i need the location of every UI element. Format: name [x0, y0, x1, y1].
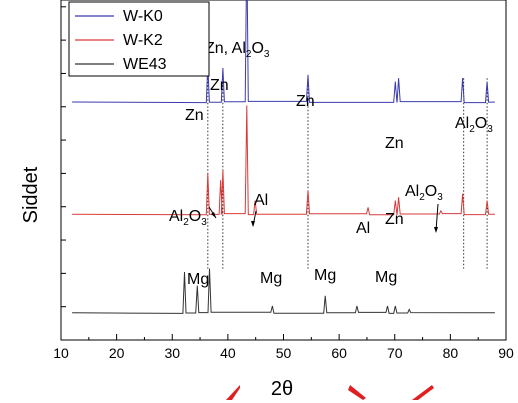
annotation-zn-1: Zn: [185, 107, 204, 124]
y-axis-title: Siddet: [20, 166, 42, 223]
arrow-al2o3-3-head: [434, 227, 438, 233]
x-axis-ticks: 10 20 30 40 50 60 70 80 90: [53, 334, 514, 361]
annotation-al2o3-1: Al2O3: [455, 115, 493, 135]
legend-label-w-k0: W-K0: [123, 8, 163, 25]
phase-annotations: Zn Zn Zn, Al2O3 Zn Zn Al2O3 Al2O3 Al Al …: [169, 40, 493, 288]
annotation-zn-al2o3: Zn, Al2O3: [205, 40, 270, 60]
series-line-w-k2: [72, 105, 495, 216]
x-tick-label: 10: [53, 345, 69, 361]
x-tick-label: 90: [498, 345, 514, 361]
arrow-al2o3-1-head: [211, 212, 216, 218]
x-tick-label: 80: [443, 345, 459, 361]
arrow-al2o3-3: [435, 203, 439, 232]
annotation-mg-1: Mg: [187, 271, 209, 288]
reference-lines: [207, 78, 488, 269]
legend-label-we43: WE43: [123, 56, 167, 73]
y-axis-ticks: [61, 6, 66, 308]
x-tick-label: 20: [109, 345, 125, 361]
annotation-zn-5: Zn: [385, 211, 404, 228]
red-mark-middle: [348, 385, 366, 400]
annotation-mg-4: Mg: [375, 269, 397, 286]
annotation-al2o3-2: Al2O3: [169, 208, 207, 228]
x-tick-label: 60: [331, 345, 347, 361]
x-tick-label: 30: [164, 345, 180, 361]
red-mark-right: [412, 385, 434, 400]
legend-label-w-k2: W-K2: [123, 32, 163, 49]
annotation-zn-4: Zn: [385, 135, 404, 152]
series-line-w-k0: [72, 0, 495, 104]
x-axis-title: 2θ: [271, 378, 293, 400]
arrow-al-1-head: [251, 221, 255, 227]
annotation-zn-2: Zn: [210, 77, 229, 94]
x-tick-label: 70: [387, 345, 403, 361]
x-tick-label: 40: [220, 345, 236, 361]
series-group: [72, 0, 495, 314]
x-tick-label: 50: [276, 345, 292, 361]
annotation-al-1: Al: [254, 192, 268, 209]
annotation-mg-2: Mg: [260, 270, 282, 287]
annotation-zn-3: Zn: [296, 93, 315, 110]
annotation-al2o3-3: Al2O3: [405, 183, 443, 203]
annotation-mg-3: Mg: [314, 267, 336, 284]
red-mark-left: [226, 385, 240, 400]
series-line-we43: [72, 268, 495, 314]
legend: W-K0 W-K2 WE43: [68, 1, 210, 77]
annotation-al-2: Al: [356, 220, 370, 237]
